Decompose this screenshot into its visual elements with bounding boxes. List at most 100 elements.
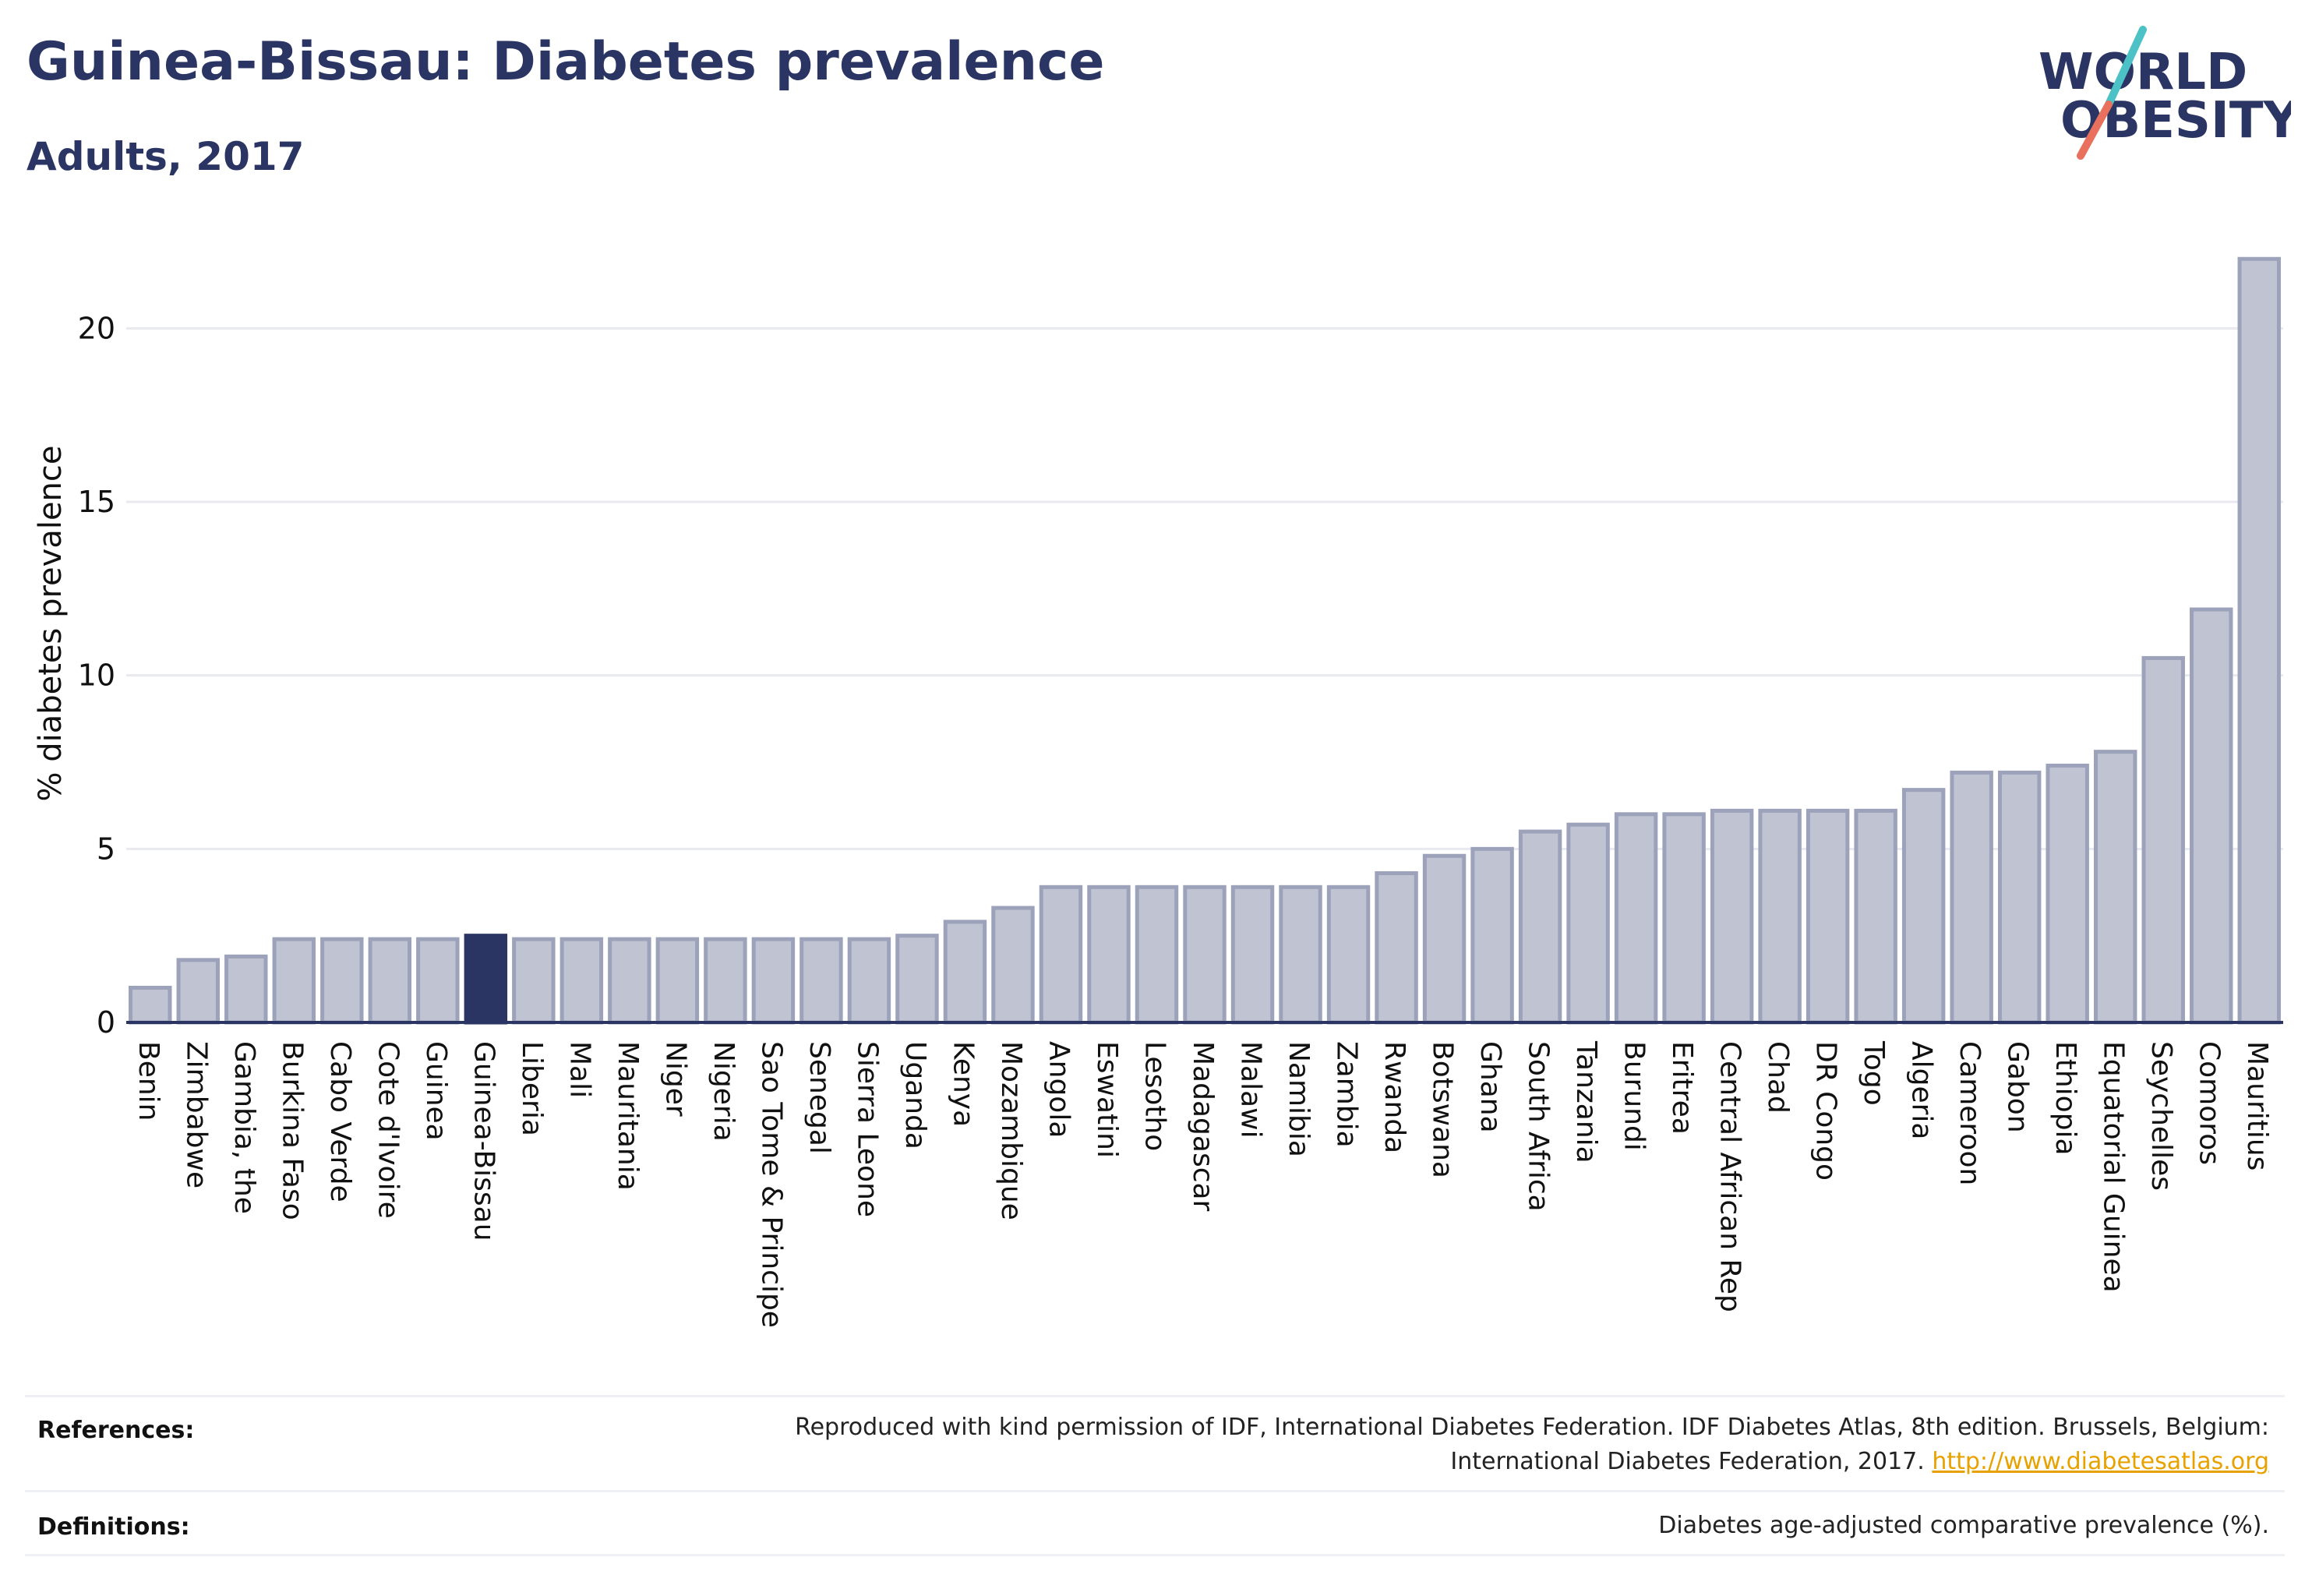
bar xyxy=(1950,770,1993,1025)
x-tick-label: Eswatini xyxy=(1091,1041,1123,1158)
x-tick-label: Liberia xyxy=(516,1041,548,1136)
definitions-text: Diabetes age-adjusted comparative preval… xyxy=(1658,1512,2269,1539)
x-tick-label: Chad xyxy=(1762,1041,1794,1114)
bar xyxy=(320,937,364,1025)
bars xyxy=(129,256,2281,1025)
y-tick-label: 5 xyxy=(97,832,115,866)
x-tick-label: Rwanda xyxy=(1378,1041,1410,1153)
x-tick-label: Eritrea xyxy=(1666,1041,1698,1135)
x-tick-label: Malawi xyxy=(1235,1041,1267,1139)
x-axis: Benin Zimbabwe Gambia, the Burkina Faso Cabo… xyxy=(126,1021,2283,1328)
y-tick-label: 15 xyxy=(78,485,115,519)
x-tick-label: Tanzania xyxy=(1570,1040,1602,1163)
bar xyxy=(272,937,316,1025)
x-tick-label: Ethiopia xyxy=(2049,1041,2081,1156)
references-line1: Reproduced with kind permission of IDF, … xyxy=(795,1414,2269,1441)
x-tick-label: Cote d'Ivoire xyxy=(372,1041,404,1219)
world-obesity-logo: WORLD OBESITY xyxy=(2026,22,2300,170)
x-tick-label: Mozambique xyxy=(995,1041,1027,1220)
bar xyxy=(991,906,1035,1025)
bar xyxy=(512,937,556,1025)
bar xyxy=(751,937,796,1025)
bar xyxy=(1806,808,1850,1025)
bar-chart: Benin Zimbabwe Gambia, the Burkina Faso Cabo… xyxy=(33,256,2283,1328)
x-tick-label: Gambia, the xyxy=(228,1041,260,1214)
page-subtitle: Adults, 2017 xyxy=(26,134,305,179)
bar xyxy=(655,937,700,1025)
x-tick-label: Cameroon xyxy=(1954,1041,1986,1185)
x-tick-label: Seychelles xyxy=(2145,1041,2177,1191)
bar xyxy=(1758,808,1802,1025)
bar xyxy=(1662,812,1706,1025)
x-tick-label: Sierra Leone xyxy=(851,1041,883,1217)
footer-divider-bottom xyxy=(25,1554,2285,1556)
bar xyxy=(1470,846,1514,1025)
bar xyxy=(2093,750,2137,1025)
x-tick-label: South Africa xyxy=(1523,1041,1555,1212)
x-tick-label: Gabon xyxy=(2002,1041,2034,1133)
references-label: References: xyxy=(37,1417,195,1444)
bar xyxy=(2190,607,2233,1025)
bar xyxy=(1230,885,1275,1025)
bar xyxy=(704,937,747,1025)
bar xyxy=(1710,808,1754,1025)
footer-divider-mid xyxy=(25,1490,2285,1492)
definitions-label: Definitions: xyxy=(37,1513,190,1541)
x-tick-label: Lesotho xyxy=(1138,1041,1170,1151)
bar xyxy=(1279,885,1322,1025)
x-tick-label: Niger xyxy=(659,1041,691,1117)
bar-highlight xyxy=(464,934,508,1025)
x-tick-label: Madagascar xyxy=(1187,1041,1219,1212)
bar xyxy=(608,937,651,1025)
bar xyxy=(416,937,460,1025)
y-tick-label: 0 xyxy=(97,1005,115,1040)
bar xyxy=(1183,885,1227,1025)
x-tick-label: Central African Rep xyxy=(1714,1041,1746,1312)
x-tick-label: Burkina Faso xyxy=(276,1041,308,1220)
x-tick-label: Senegal xyxy=(803,1041,835,1154)
y-tick-label: 10 xyxy=(78,659,115,693)
x-tick-label: Algeria xyxy=(1906,1041,1938,1140)
y-axis: 0 5 10 15 20 xyxy=(78,311,115,1040)
x-tick-label: Guinea xyxy=(420,1041,452,1141)
y-tick-label: 20 xyxy=(78,311,115,345)
x-tick-label: Botswana xyxy=(1427,1041,1459,1178)
bar xyxy=(1326,885,1371,1025)
x-tick-label: Togo xyxy=(1858,1040,1890,1106)
x-tick-label: Burundi xyxy=(1618,1041,1650,1151)
references-text: Reproduced with kind permission of IDF, … xyxy=(795,1411,2269,1479)
x-tick-label: Mali xyxy=(563,1041,595,1098)
x-tick-label: Angola xyxy=(1043,1041,1075,1138)
bar xyxy=(559,937,604,1025)
x-tick-label: Zambia xyxy=(1331,1041,1363,1148)
bar xyxy=(1375,871,1418,1025)
bar xyxy=(2237,256,2281,1025)
bar xyxy=(1901,788,1946,1025)
x-tick-label: DR Congo xyxy=(1810,1041,1842,1181)
x-tick-label: Kenya xyxy=(947,1041,979,1127)
bar xyxy=(1566,822,1610,1025)
bar xyxy=(1422,853,1467,1025)
bar xyxy=(1854,808,1897,1025)
references-link[interactable]: http://www.diabetesatlas.org xyxy=(1932,1448,2269,1475)
page-title: Guinea-Bissau: Diabetes prevalence xyxy=(26,31,1105,93)
bar xyxy=(800,937,843,1025)
bar xyxy=(1039,885,1083,1025)
footer-divider-top xyxy=(25,1395,2285,1397)
bar xyxy=(2141,655,2185,1025)
x-tick-label: Guinea-Bissau xyxy=(468,1041,499,1241)
x-tick-label: Equatorial Guinea xyxy=(2098,1041,2130,1293)
bar xyxy=(1135,885,1179,1025)
x-tick-label: Namibia xyxy=(1283,1041,1315,1157)
bar xyxy=(847,937,891,1025)
logo-line1: WORLD xyxy=(2038,44,2247,101)
x-tick-label: Ghana xyxy=(1474,1041,1506,1133)
bar xyxy=(1997,770,2042,1025)
bar xyxy=(1614,812,1658,1025)
bar xyxy=(224,954,268,1025)
x-tick-label: Uganda xyxy=(899,1041,931,1149)
references-line2: International Diabetes Federation, 2017.… xyxy=(795,1445,2269,1479)
bar xyxy=(176,958,220,1025)
bar xyxy=(943,920,987,1025)
references-line2-text: International Diabetes Federation, 2017. xyxy=(1450,1448,1925,1475)
